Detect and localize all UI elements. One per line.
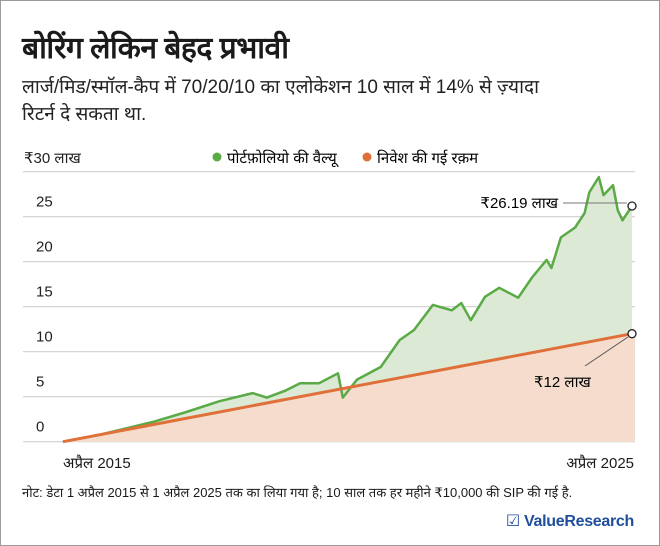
chart-title: बोरिंग लेकिन बेहद प्रभावी	[22, 32, 289, 65]
annotation-leader-invested	[584, 336, 629, 367]
footnote: नोट: डेटा 1 अप्रैल 2015 से 1 अप्रैल 2025…	[22, 485, 573, 500]
chart-subtitle: लार्ज/मिड/स्मॉल-कैप में 70/20/10 का एलोक…	[22, 77, 539, 125]
legend-label-portfolio: पोर्टफ़ोलियो की वैल्यू	[227, 149, 339, 168]
x-tick-label-start: अप्रैल 2015	[63, 455, 131, 472]
y-tick-label: ₹30 लाख	[24, 150, 81, 167]
legend-dot-portfolio	[212, 152, 222, 162]
portfolio-end-marker	[627, 201, 637, 211]
y-tick-label: 15	[36, 284, 53, 301]
legend-dot-invested	[362, 152, 372, 162]
y-tick-label: 10	[36, 329, 53, 346]
annotation-portfolio: ₹26.19 लाख	[480, 195, 558, 212]
annotation-invested: ₹12 लाख	[534, 374, 591, 391]
value-research-logo: ☑ ValueResearch	[505, 513, 634, 530]
portfolio-line	[62, 175, 634, 443]
invested-line	[62, 332, 633, 444]
y-tick-label: 25	[36, 194, 53, 211]
y-tick-label: 5	[36, 374, 44, 391]
x-tick-label-end: अप्रैल 2025	[566, 455, 634, 472]
y-tick-label: 0	[36, 419, 44, 436]
legend-label-invested: निवेश की गई रक़म	[377, 149, 479, 167]
invested-end-marker	[627, 329, 637, 339]
y-tick-label: 20	[36, 239, 53, 256]
